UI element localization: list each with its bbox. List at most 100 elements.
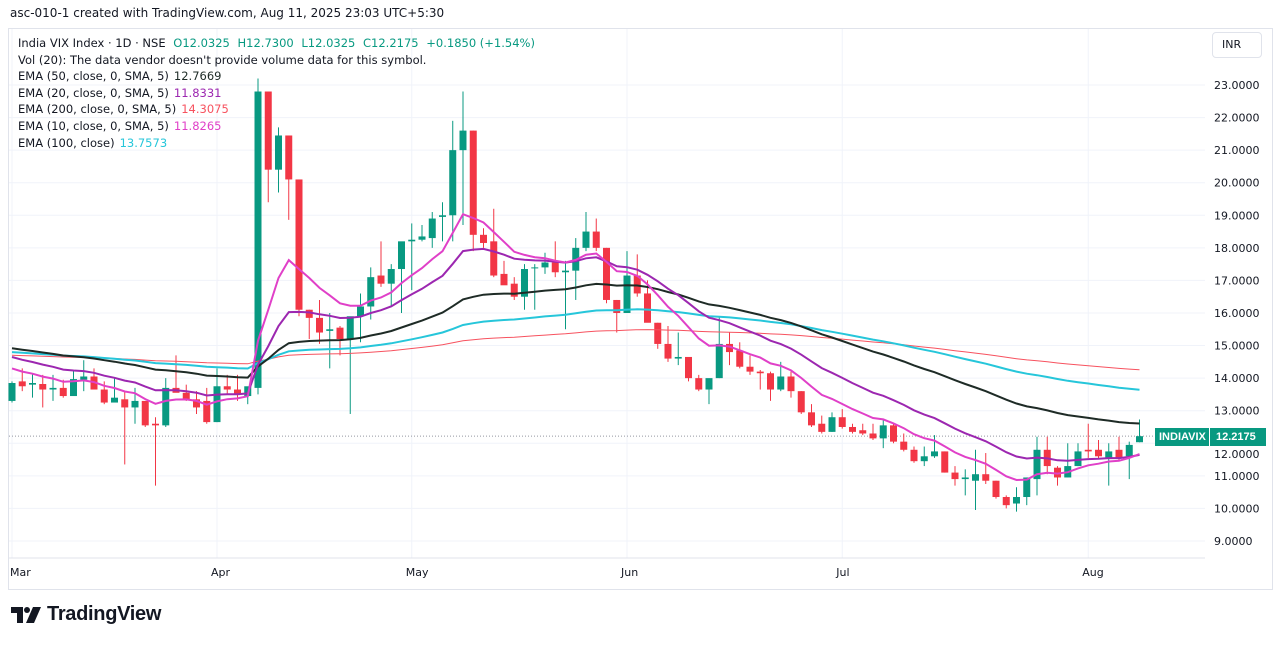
candle-body [931,451,938,457]
candle-body [285,135,293,180]
candle [408,223,416,291]
price-tick-label: 20.0000 [1214,177,1260,190]
candle-body [797,391,805,413]
last-price-tag: 12.2175 [1210,428,1266,446]
candle-body [859,430,867,434]
candle [951,466,959,486]
time-tick-label: May [406,566,429,579]
candle [890,423,897,444]
indicator-row[interactable]: EMA (200, close, 0, SMA, 5) 14.3075 [18,101,535,118]
indicator-row[interactable]: EMA (100, close) 13.7573 [18,135,535,152]
candle-body [439,215,446,217]
candle [941,451,949,473]
candle-body [746,366,754,372]
candle [285,135,293,220]
indicator-row[interactable]: EMA (50, close, 0, SMA, 5) 12.7669 [18,68,535,85]
candle-body [326,329,334,331]
candle-body [726,343,733,353]
price-tick-label: 18.0000 [1214,242,1260,255]
candle-body [193,399,200,408]
candle [869,423,877,441]
candle-body [890,425,897,442]
ema50-line [11,282,1140,425]
candle-body [275,135,282,170]
candle-body [900,441,908,450]
candle [500,260,508,286]
candle-body [541,262,549,268]
candle [562,260,569,330]
candle-body [777,376,785,390]
candle-body [992,480,1000,498]
symbol-title[interactable]: India VIX Index · 1D · NSE [18,36,166,50]
candle [439,202,446,242]
candle-body [510,283,518,297]
candle-body [736,350,744,367]
candle [1013,487,1020,512]
candle-body [111,397,118,403]
tradingview-logo[interactable]: TradingView [11,603,161,626]
candle [295,179,303,317]
currency-button[interactable]: INR [1212,32,1262,58]
candle-body [480,234,487,243]
indicator-value: 11.8265 [173,118,222,133]
candle [141,400,149,427]
candle-body [80,376,88,380]
candle [459,91,467,226]
candle-body [685,356,692,379]
tradingview-logo-icon [11,606,41,623]
ema20-line [11,247,1140,462]
price-tick-label: 15.0000 [1214,340,1260,353]
time-axis: Mar Apr May Jun Jul Aug [9,557,1205,579]
indicator-row[interactable]: EMA (10, close, 0, SMA, 5) 11.8265 [18,118,535,135]
candle [377,241,385,287]
candle [234,374,241,401]
change-value: +0.1850 (+1.54%) [426,36,535,50]
candle-body [849,426,856,432]
candle-body [234,389,241,395]
candle-body [1023,477,1031,498]
candle-body [756,371,764,374]
candle [39,374,47,408]
candle-body [715,343,723,379]
candle [818,415,826,434]
candle-body [336,327,344,340]
candle [920,446,928,467]
candle-body [70,379,77,397]
candle [418,225,426,242]
price-tick-label: 14.0000 [1214,372,1260,385]
candle-body [951,472,959,480]
candle [603,247,610,304]
candle [449,120,457,242]
candle-body [828,417,836,432]
candle [767,371,774,401]
candle [541,252,549,274]
candle-body [551,262,559,273]
price-tick-label: 19.0000 [1214,209,1260,222]
candle-body [531,267,539,269]
chart-panel[interactable] [8,28,1273,590]
candle [521,264,528,310]
candle-body [767,373,774,390]
candle-body [49,387,57,390]
low-value: L12.0325 [301,36,356,50]
candle [664,326,672,362]
candle-body [920,456,928,462]
candle-body [1074,451,1082,467]
candle-body [633,275,641,294]
candle [469,130,477,252]
time-tick-label: Jun [620,566,638,579]
price-tick-label: 22.0000 [1214,112,1260,125]
candle-body [982,474,990,481]
candle [746,355,754,375]
candle [398,241,405,313]
candle-body [1033,449,1041,480]
candle-body [972,474,979,481]
candle [223,374,231,395]
price-tick-label: 16.0000 [1214,307,1260,320]
candle-body [808,412,815,426]
candle-body [879,425,887,439]
candle-body [1013,497,1020,504]
indicator-row[interactable]: EMA (20, close, 0, SMA, 5) 11.8331 [18,85,535,102]
candle-body [100,389,108,403]
